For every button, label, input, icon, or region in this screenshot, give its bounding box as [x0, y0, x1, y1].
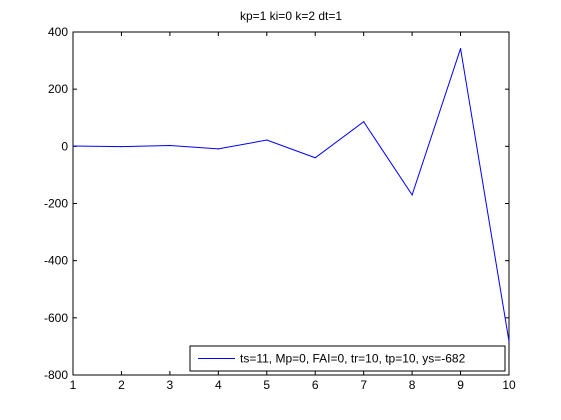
x-tick: 4	[215, 32, 222, 392]
y-tick-label: 200	[48, 82, 68, 96]
y-tick: 200	[48, 82, 509, 96]
x-tick: 9	[457, 32, 464, 392]
y-tick-label: 400	[48, 25, 68, 39]
x-tick: 2	[118, 32, 125, 392]
data-point	[217, 148, 219, 150]
x-tick-label: 7	[360, 378, 367, 392]
y-tick: -400	[44, 254, 509, 268]
data-point	[459, 47, 462, 50]
y-tick-label: 0	[61, 139, 68, 153]
y-tick: -800	[44, 368, 509, 382]
x-axis: 1 2 3 4 5 6 7 8 9 10	[70, 32, 516, 392]
x-tick: 10	[502, 32, 516, 392]
chart-title: kp=1 ki=0 k=2 dt=1	[240, 9, 342, 23]
series-line	[72, 48, 510, 342]
x-tick-label: 9	[457, 378, 464, 392]
y-tick: 400	[48, 25, 509, 39]
y-tick-label: -400	[44, 254, 68, 268]
legend-box	[189, 345, 506, 372]
x-tick-label: 5	[263, 378, 270, 392]
x-tick-label: 3	[167, 378, 174, 392]
x-tick: 5	[263, 32, 270, 392]
y-tick-label: -800	[44, 368, 68, 382]
x-tick: 8	[409, 32, 416, 392]
x-tick-label: 2	[118, 378, 125, 392]
x-tick-label: 10	[502, 378, 516, 392]
x-tick: 7	[360, 32, 367, 392]
plot-area	[72, 31, 510, 376]
data-point	[411, 194, 413, 196]
x-tick-label: 8	[409, 378, 416, 392]
y-tick-label: -600	[44, 311, 68, 325]
data-point	[169, 144, 171, 147]
y-axis: 400 200 0 -200 -400 -600 -800	[44, 25, 509, 382]
data-point	[363, 121, 365, 123]
data-point	[120, 146, 123, 148]
data-point	[314, 157, 316, 159]
y-tick-label: -200	[44, 197, 68, 211]
y-tick: -200	[44, 197, 509, 211]
x-tick-label: 1	[70, 378, 77, 392]
legend-label: ts=11, Mp=0, FAI=0, tr=10, tp=10, ys=-68…	[240, 352, 466, 366]
x-tick: 1	[70, 32, 77, 392]
x-tick: 3	[167, 32, 174, 392]
data-point	[72, 145, 74, 147]
x-tick-label: 4	[215, 378, 222, 392]
data-point	[266, 139, 268, 141]
y-tick: -600	[44, 311, 509, 325]
x-tick-label: 6	[312, 378, 319, 392]
legend: ts=11, Mp=0, FAI=0, tr=10, tp=10, ys=-68…	[189, 345, 506, 372]
data-point	[508, 340, 510, 342]
series-lines	[72, 47, 510, 342]
x-tick: 6	[312, 32, 319, 392]
